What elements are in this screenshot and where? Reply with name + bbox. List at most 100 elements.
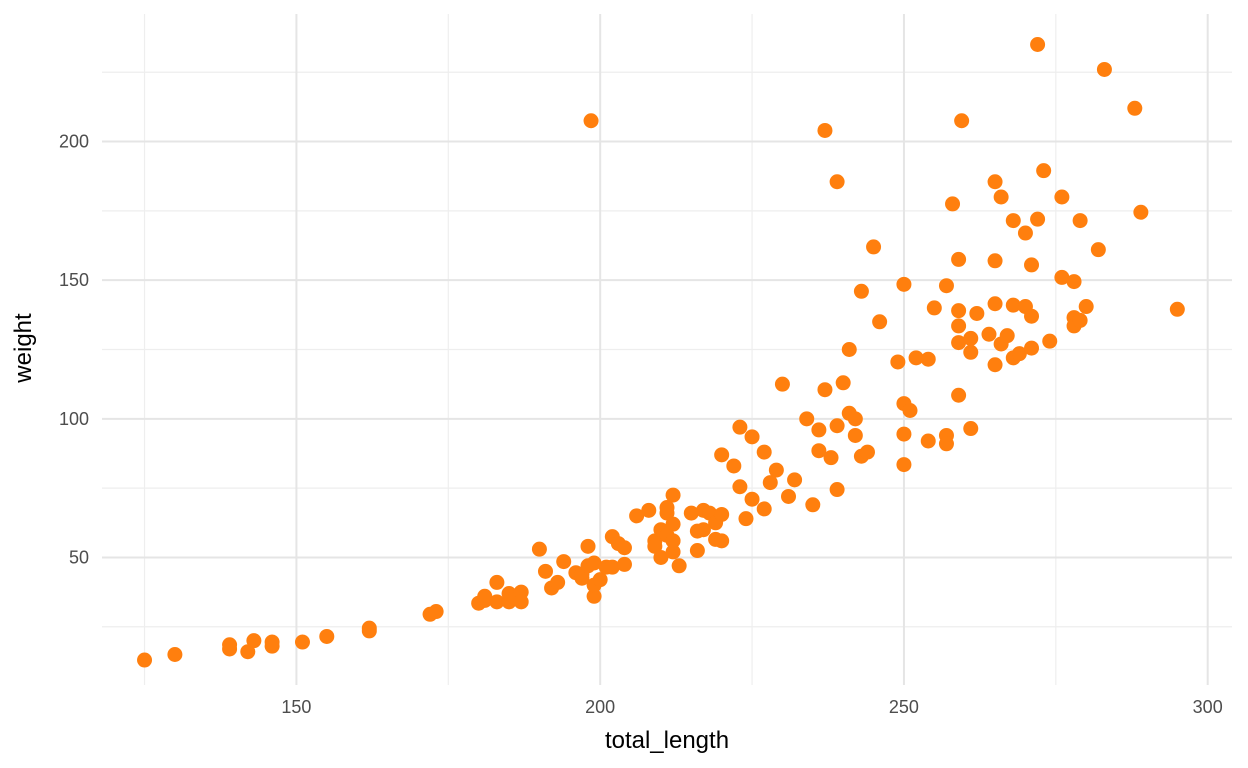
data-point [1072,213,1088,229]
data-point [768,462,784,478]
data-point [583,113,599,129]
data-point [1005,297,1021,313]
data-point [890,354,906,370]
points [137,37,1185,668]
data-point [951,335,967,351]
data-point [1036,163,1052,179]
x-tick-label: 150 [281,697,311,717]
data-point [1127,100,1143,116]
data-point [781,488,797,504]
data-point [683,505,699,521]
data-point [938,436,954,452]
data-point [811,422,827,438]
data-point [653,549,669,565]
data-point [550,574,566,590]
data-point [1169,301,1185,317]
y-tick-label: 50 [69,547,89,567]
data-point [641,502,657,518]
x-axis-ticks: 150 200 250 300 [281,697,1222,717]
data-point [695,522,711,538]
data-point [246,633,262,649]
y-axis-ticks: 50 100 150 200 [59,132,89,568]
y-tick-label: 200 [59,132,89,152]
data-point [951,318,967,334]
data-point [829,174,845,190]
data-point [665,533,681,549]
data-point [805,497,821,513]
data-point [264,634,280,650]
data-point [616,556,632,572]
data-point [428,604,444,620]
data-point [671,558,687,574]
data-point [167,647,183,662]
data-point [513,594,529,610]
data-point [896,276,912,292]
data-point [951,251,967,267]
data-point [1078,299,1094,315]
data-point [954,113,970,129]
data-point [987,296,1003,312]
data-point [714,447,730,463]
data-point [489,594,505,610]
data-point [841,342,857,357]
data-point [592,572,608,588]
data-point [999,328,1015,344]
data-point [762,475,778,491]
x-tick-label: 250 [889,697,919,717]
data-point [294,634,310,650]
data-point [756,444,772,460]
x-axis-title: total_length [605,727,729,754]
data-point [987,357,1003,373]
data-point [586,588,602,604]
data-point [222,637,238,653]
data-point [1096,61,1112,77]
data-point [1072,312,1088,328]
data-point [1054,269,1070,285]
data-point [829,482,845,498]
data-point [896,457,912,473]
data-point [847,427,863,443]
data-point [1030,211,1046,227]
data-point [987,174,1003,190]
data-point [1024,340,1040,356]
data-point [1054,189,1070,205]
data-point [556,554,572,570]
data-point [920,433,936,449]
data-point [744,429,760,445]
data-point [896,426,912,442]
data-point [580,538,596,554]
data-point [689,543,705,559]
data-point [629,508,645,524]
data-point [665,487,681,503]
data-point [744,491,760,507]
data-point [738,511,754,527]
data-point [963,344,979,360]
data-point [240,644,256,660]
data-point [926,300,942,316]
x-tick-label: 200 [585,697,615,717]
data-point [817,122,833,138]
data-point [665,544,681,560]
data-point [1024,257,1040,273]
data-point [1090,242,1106,258]
data-point [659,500,675,516]
data-point [489,574,505,590]
data-point [477,588,493,604]
data-point [537,563,553,579]
data-point [665,516,681,532]
data-point [774,376,790,392]
data-point [732,479,748,495]
data-point [714,533,730,549]
data-point [835,375,851,391]
data-point [1011,346,1027,362]
data-point [137,652,153,668]
data-point [963,330,979,346]
data-point [872,314,888,330]
data-point [787,472,803,488]
data-point [987,253,1003,269]
data-point [829,418,845,434]
data-point [1030,37,1046,52]
data-point [726,458,742,474]
